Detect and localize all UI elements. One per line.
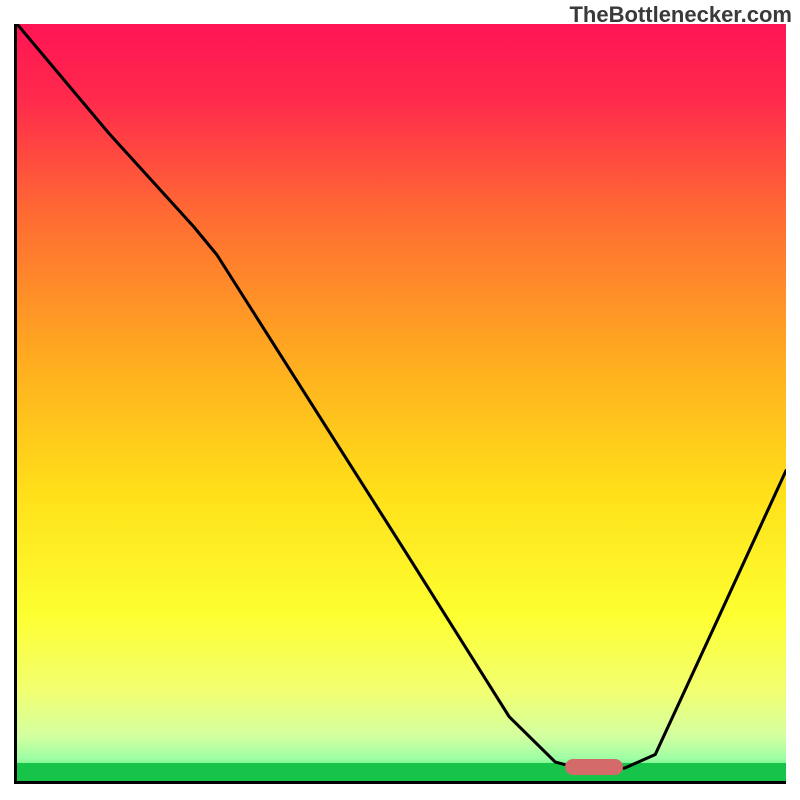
- curve-svg: [17, 24, 786, 781]
- plot-area: [14, 24, 786, 784]
- optimum-marker: [565, 759, 623, 775]
- chart-root: TheBottlenecker.com: [0, 0, 800, 800]
- curve-path: [17, 24, 786, 768]
